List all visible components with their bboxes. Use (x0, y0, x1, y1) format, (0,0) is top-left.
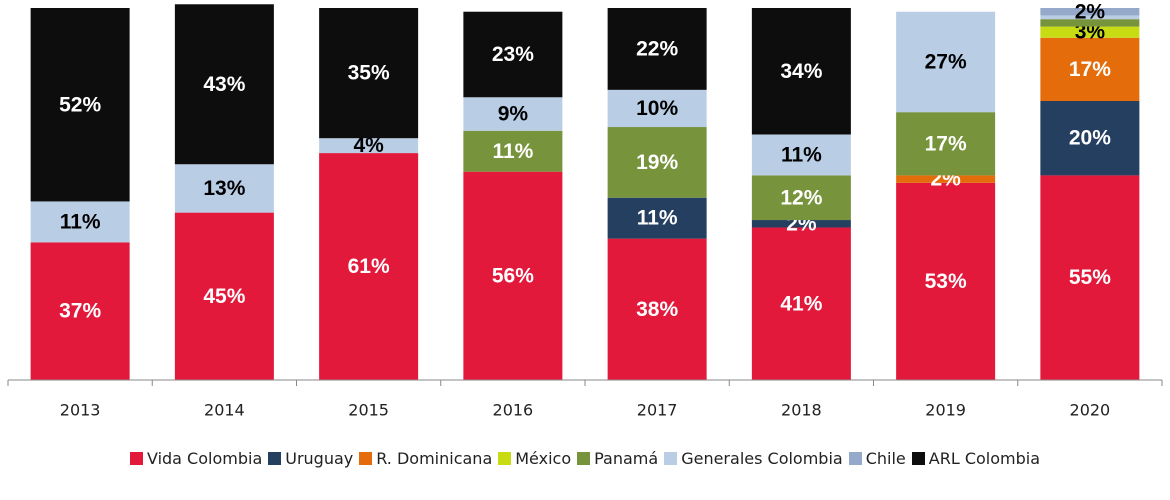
legend-swatch (848, 452, 862, 465)
value-label: 17% (925, 132, 967, 155)
bar-segment (319, 153, 419, 380)
bar-segment (463, 171, 563, 380)
value-label: 38% (636, 298, 678, 321)
value-label: 34% (780, 60, 822, 83)
legend-label: Generales Colombia (681, 449, 843, 468)
bar-segment (319, 8, 419, 139)
bar-segment (896, 175, 996, 183)
bar-segment (896, 182, 996, 380)
value-label: 10% (636, 97, 678, 120)
bar-segment (1040, 19, 1140, 27)
bar-segment (607, 197, 707, 239)
value-label: 2% (1075, 0, 1106, 23)
bar-segment (463, 11, 563, 98)
bar-segment (751, 8, 851, 135)
bar-segment (751, 227, 851, 380)
value-label: 4% (353, 134, 384, 157)
bar-segment (174, 164, 274, 213)
value-label: 11% (60, 210, 101, 233)
value-label: 11% (492, 140, 533, 163)
value-label: 41% (780, 292, 822, 315)
bar-segment (30, 8, 130, 202)
bar-segment (1040, 8, 1140, 16)
bar-segment (1040, 37, 1140, 101)
value-label: 55% (1069, 266, 1111, 289)
x-tick-label: 2013 (60, 401, 101, 420)
bar-segment (896, 112, 996, 176)
bar-segment (607, 89, 707, 128)
legend-item: Uruguay (268, 449, 353, 468)
x-tick-label: 2014 (204, 401, 245, 420)
value-label: 20% (1069, 127, 1111, 150)
bar-segment (751, 134, 851, 176)
bar-segment (607, 127, 707, 198)
legend-label: R. Dominicana (376, 449, 493, 468)
bar-segment (174, 4, 274, 165)
legend-label: Panamá (594, 449, 659, 468)
bar-segment (319, 138, 419, 154)
value-label: 45% (203, 285, 245, 308)
value-label: 35% (348, 62, 390, 85)
value-label: 11% (781, 143, 822, 166)
chart: 37% 11% 52% 2013 45% 13% 43% 2014 61% 4% 35% 2015 56… (7, 0, 1163, 420)
value-label: 27% (925, 50, 967, 73)
value-label: 17% (1069, 58, 1111, 81)
value-label: 61% (348, 255, 390, 278)
legend-item: Vida Colombia (129, 449, 263, 468)
bar-segment (174, 212, 274, 380)
legend: Vida Colombia Uruguay R. Dominicana México P… (0, 449, 1170, 468)
value-label: 37% (59, 300, 101, 323)
value-label: 23% (492, 43, 534, 66)
bar-segment (896, 11, 996, 113)
legend-label: Vida Colombia (146, 449, 263, 468)
legend-label: México (515, 449, 572, 468)
legend-swatch (359, 452, 373, 465)
value-label: 9% (498, 103, 529, 126)
legend-item: R. Dominicana (359, 449, 492, 468)
legend-item: México (498, 449, 571, 468)
bar-segment (607, 8, 707, 90)
bar-segment (1040, 175, 1140, 380)
legend-swatch (664, 452, 678, 465)
value-label: 56% (492, 264, 534, 287)
x-tick-label: 2016 (493, 401, 534, 420)
legend-label: ARL Colombia (928, 449, 1041, 468)
legend-item: ARL Colombia (911, 449, 1041, 468)
legend-item: Generales Colombia (664, 449, 843, 468)
value-label: 11% (637, 207, 678, 230)
value-label: 12% (780, 186, 822, 209)
value-label: 13% (203, 177, 245, 200)
legend-swatch (268, 452, 282, 465)
value-label: 22% (636, 37, 678, 60)
bar-segment (751, 175, 851, 221)
bar-segment (1040, 15, 1140, 20)
bar-segment (463, 97, 563, 131)
legend-item: Chile (848, 449, 906, 468)
legend-label: Chile (865, 449, 906, 468)
legend-swatch (577, 452, 591, 465)
x-tick-label: 2017 (637, 401, 678, 420)
bar-segment (30, 242, 130, 380)
legend-item: Panamá (577, 449, 658, 468)
x-tick-label: 2019 (925, 401, 966, 420)
x-tick-label: 2018 (781, 401, 822, 420)
bar-segment (607, 238, 707, 380)
bar-segment (463, 130, 563, 172)
value-label: 52% (59, 93, 101, 116)
legend-swatch (911, 452, 925, 465)
legend-swatch (498, 452, 512, 465)
value-label: 19% (636, 151, 678, 174)
legend-swatch (129, 452, 143, 465)
x-tick-label: 2020 (1070, 401, 1111, 420)
bar-segment (1040, 101, 1140, 176)
bar-segment (751, 220, 851, 228)
value-label: 43% (203, 73, 245, 96)
legend-label: Uruguay (285, 449, 354, 468)
value-label: 53% (925, 270, 967, 293)
bar-segment (1040, 26, 1140, 38)
x-tick-label: 2015 (348, 401, 389, 420)
bar-segment (30, 201, 130, 243)
